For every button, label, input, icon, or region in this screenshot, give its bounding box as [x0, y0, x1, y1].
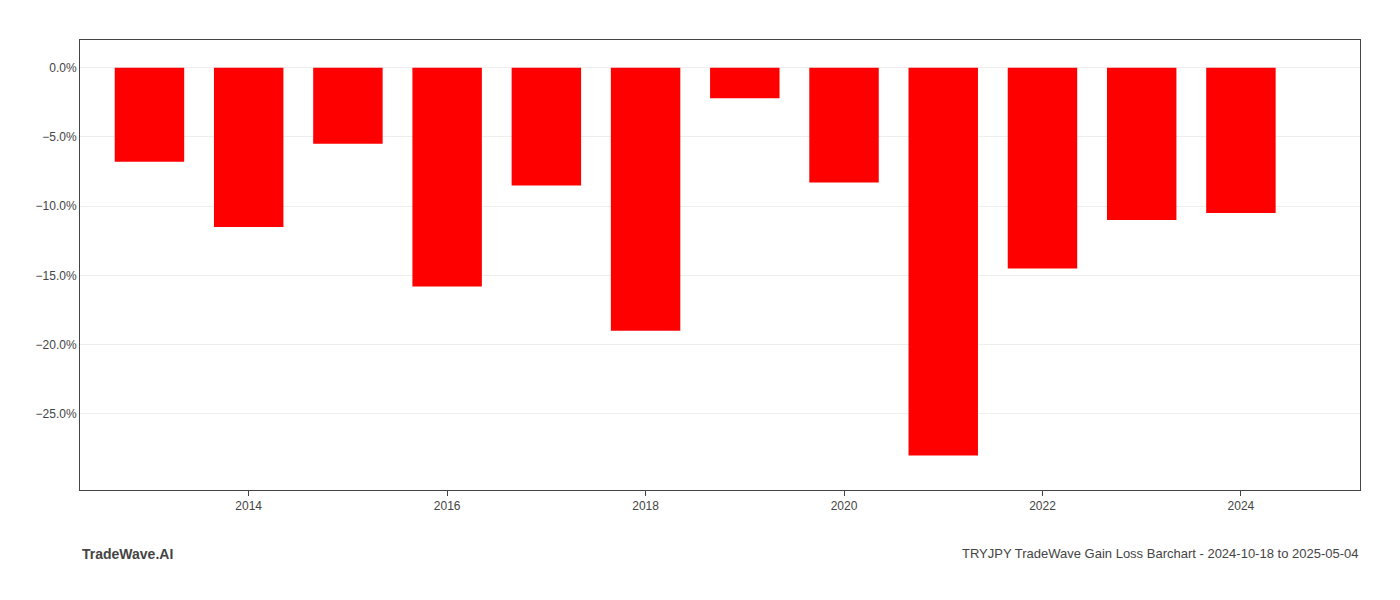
svg-text:2020: 2020 [831, 499, 858, 513]
svg-text:−20.0%: −20.0% [36, 338, 77, 352]
svg-text:2016: 2016 [434, 499, 461, 513]
svg-text:TradeWave.AI: TradeWave.AI [82, 546, 173, 562]
svg-text:−10.0%: −10.0% [36, 199, 77, 213]
svg-text:0.0%: 0.0% [49, 61, 77, 75]
svg-text:2022: 2022 [1029, 499, 1056, 513]
svg-text:−5.0%: −5.0% [42, 130, 77, 144]
svg-text:2024: 2024 [1228, 499, 1255, 513]
svg-text:2018: 2018 [632, 499, 659, 513]
svg-text:TRYJPY TradeWave Gain Loss Bar: TRYJPY TradeWave Gain Loss Barchart - 20… [962, 546, 1358, 561]
svg-text:−15.0%: −15.0% [36, 269, 77, 283]
svg-text:2014: 2014 [235, 499, 262, 513]
svg-text:−25.0%: −25.0% [36, 407, 77, 421]
